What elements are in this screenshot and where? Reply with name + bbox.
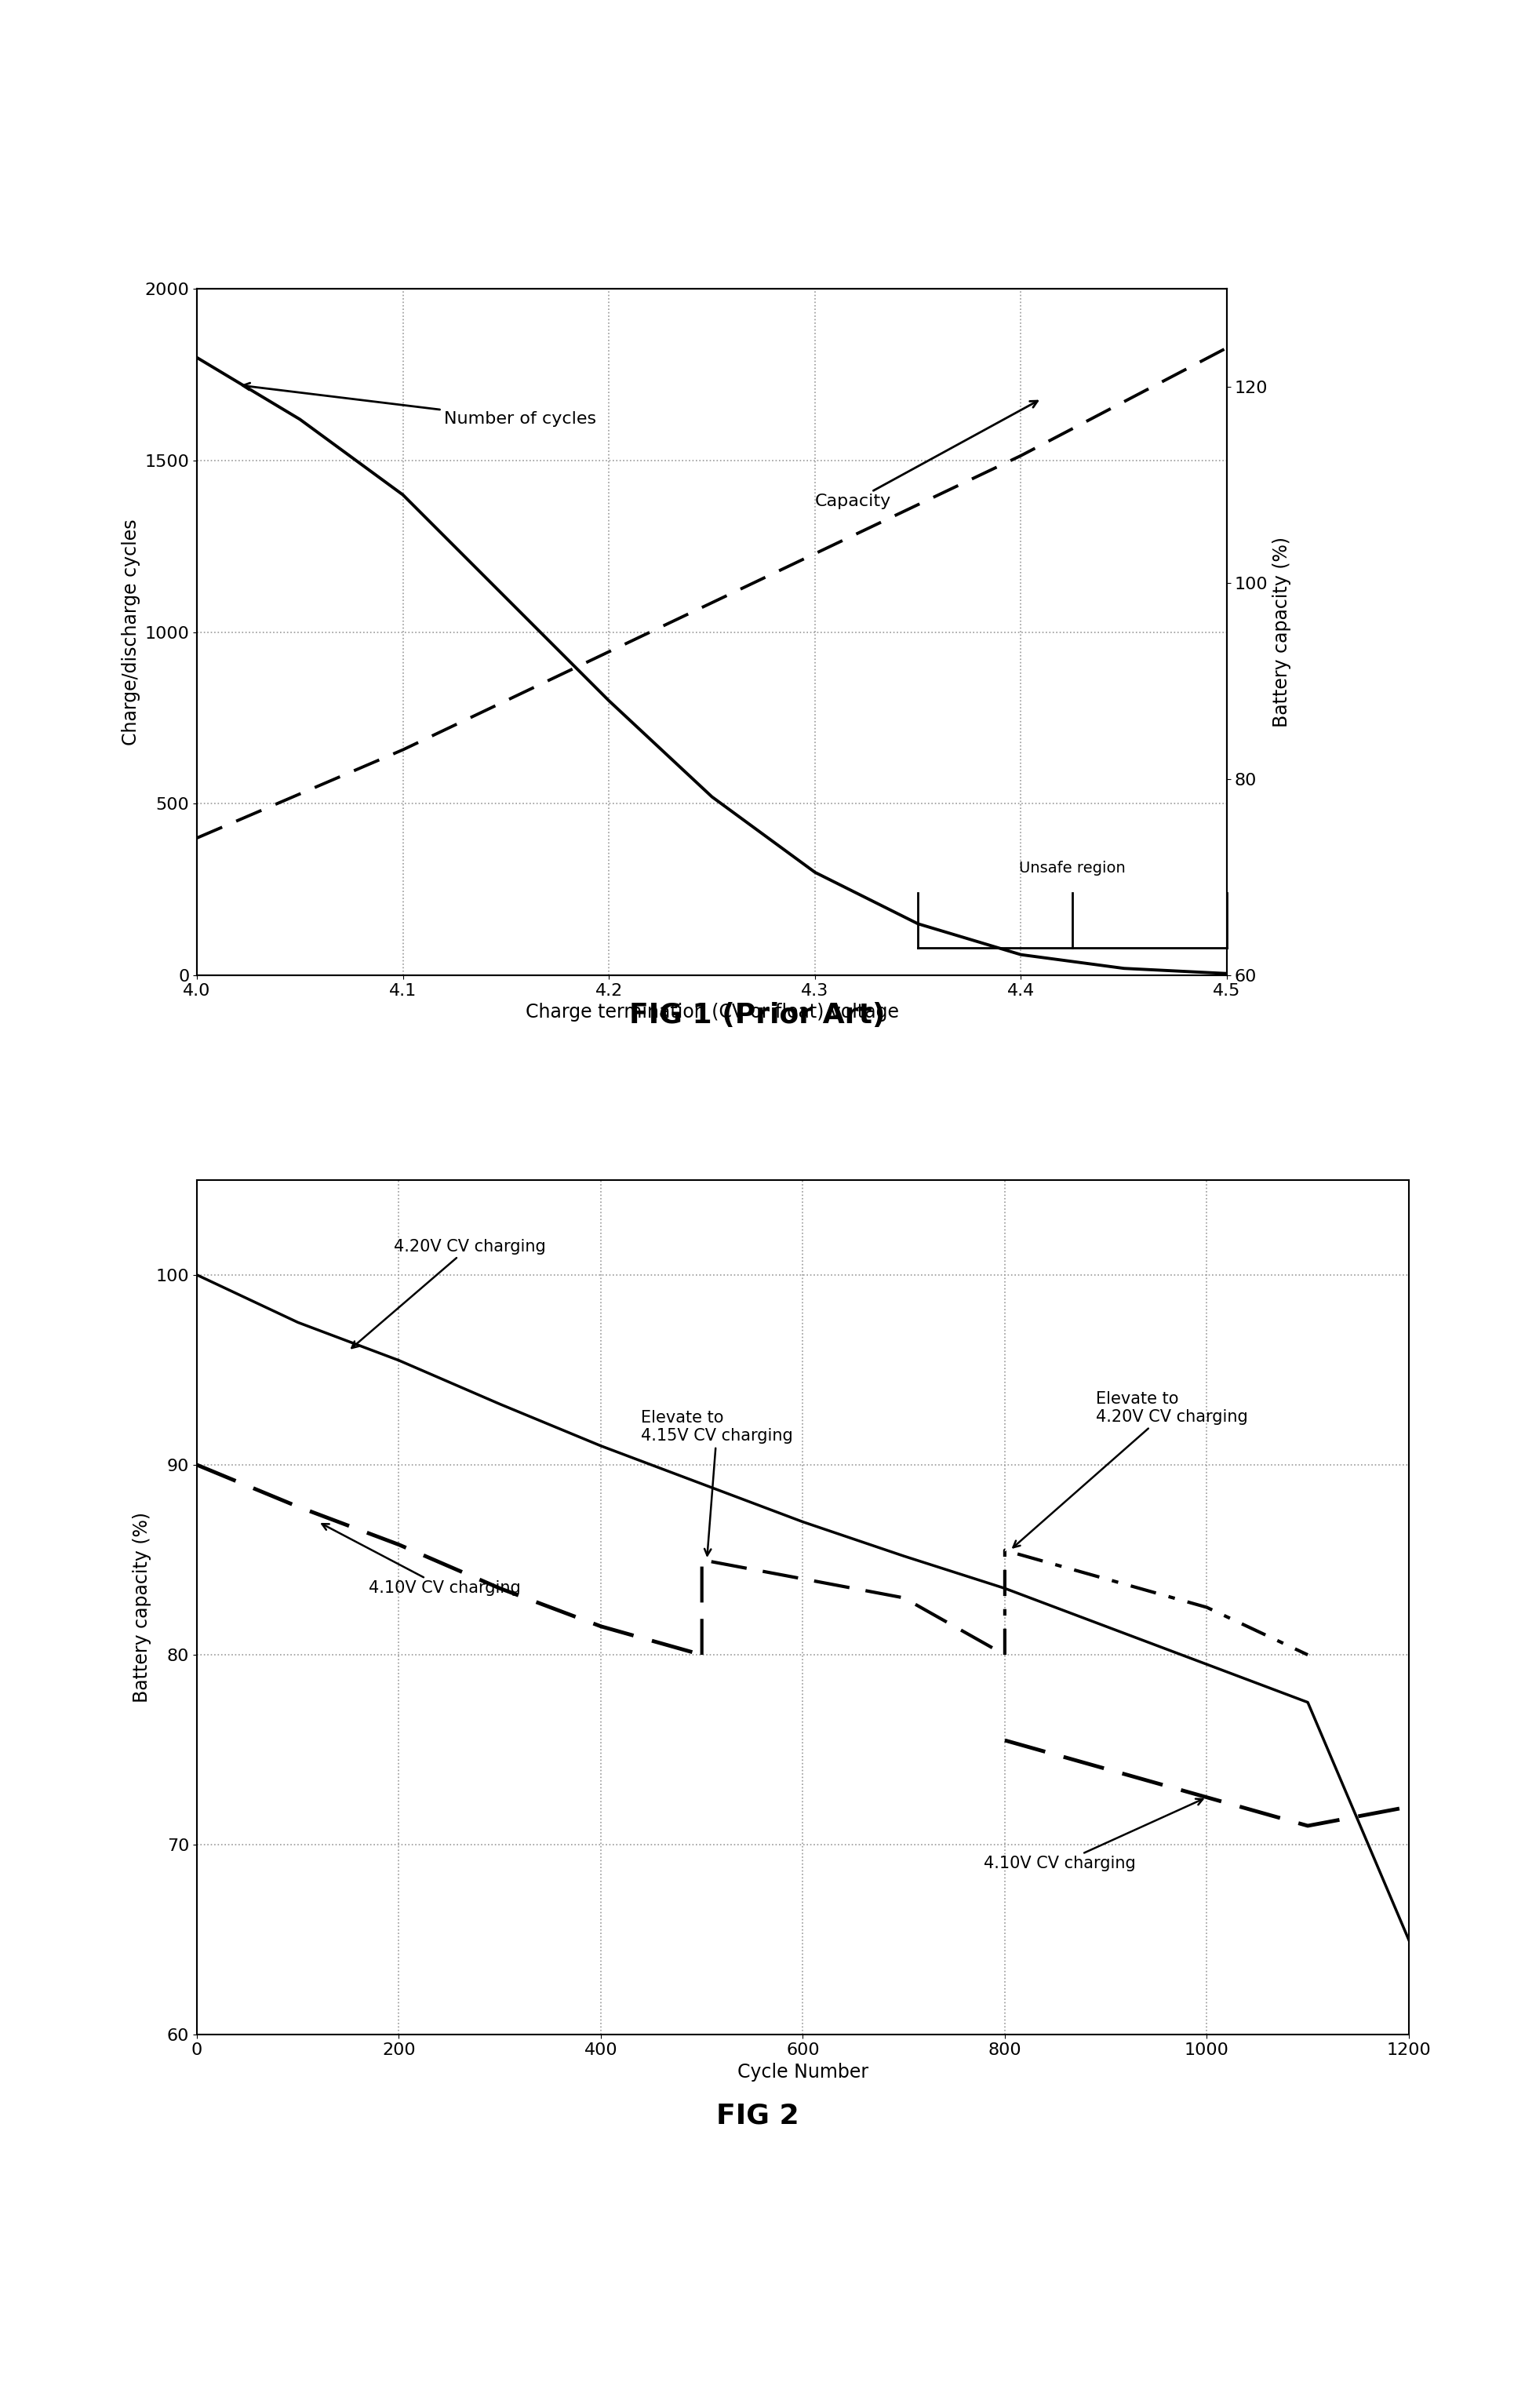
Text: Capacity: Capacity (815, 402, 1037, 510)
Text: Number of cycles: Number of cycles (242, 383, 597, 426)
Y-axis label: Battery capacity (%): Battery capacity (%) (1272, 537, 1290, 727)
Text: Elevate to
4.15V CV charging: Elevate to 4.15V CV charging (640, 1411, 793, 1556)
Text: Unsafe region: Unsafe region (1019, 860, 1125, 877)
Text: 4.10V CV charging: 4.10V CV charging (984, 1799, 1202, 1871)
Text: 4.10V CV charging: 4.10V CV charging (322, 1524, 521, 1597)
Text: 4.20V CV charging: 4.20V CV charging (351, 1238, 545, 1348)
Text: FIG 2: FIG 2 (716, 2102, 798, 2129)
X-axis label: Cycle Number: Cycle Number (737, 2061, 868, 2081)
X-axis label: Charge termination (CV or float) voltage: Charge termination (CV or float) voltage (525, 1002, 898, 1021)
Text: FIG 1 (Prior Art): FIG 1 (Prior Art) (628, 1002, 886, 1028)
Text: Elevate to
4.20V CV charging: Elevate to 4.20V CV charging (1013, 1392, 1248, 1548)
Y-axis label: Charge/discharge cycles: Charge/discharge cycles (121, 518, 141, 746)
Y-axis label: Battery capacity (%): Battery capacity (%) (133, 1512, 151, 1702)
